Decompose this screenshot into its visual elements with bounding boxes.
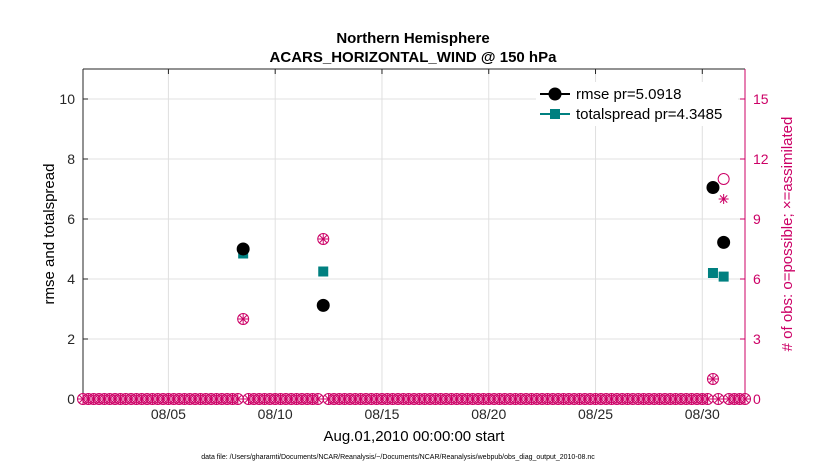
y-tick-label: 4 [67, 271, 75, 287]
legend-totalspread-label: totalspread pr=4.3485 [576, 106, 722, 123]
y-tick-label: 6 [67, 211, 75, 227]
obs-assimilated-marker [718, 194, 729, 204]
rmse-point [706, 181, 720, 194]
footnote: data file: /Users/gharamti/Documents/NCA… [201, 454, 595, 461]
y-axis-label: rmse and totalspread [41, 164, 58, 305]
obs-count-markers [77, 173, 751, 405]
obs-assimilated-marker [707, 374, 718, 384]
legend-rmse-label: rmse pr=5.0918 [576, 86, 681, 103]
obs-possible-marker [317, 233, 330, 245]
y2-tick-label: 9 [753, 211, 761, 227]
x-axis-label: Aug.01,2010 00:00:00 start [324, 428, 506, 445]
x-tick-label: 08/15 [364, 406, 399, 422]
obs-assimilated-marker [702, 394, 713, 404]
chart-subtitle: ACARS_HORIZONTAL_WIND @ 150 hPa [270, 49, 558, 66]
obs-assimilated-marker [318, 234, 329, 244]
obs-possible-marker [739, 393, 751, 405]
y2-tick-label: 12 [753, 151, 769, 167]
x-tick-label: 08/20 [471, 406, 506, 422]
y-tick-label: 2 [67, 331, 75, 347]
totalspread-point [318, 266, 329, 277]
legend: rmse pr=5.0918 totalspread pr=4.3485 [536, 82, 738, 126]
x-tick-label: 08/30 [685, 406, 720, 422]
x-tick-label: 08/25 [578, 406, 613, 422]
legend-rmse-marker [548, 87, 562, 101]
obs-assimilated-marker [713, 394, 724, 404]
x-tick-label: 08/05 [151, 406, 186, 422]
obs-assimilated-marker [232, 394, 243, 404]
totalspread-point [707, 268, 718, 278]
y2-tick-label: 6 [753, 271, 761, 287]
obs-assimilated-marker [312, 394, 323, 404]
chart-title: Northern Hemisphere [336, 30, 489, 47]
obs-assimilated-marker [740, 394, 750, 404]
rmse-point [316, 298, 330, 312]
legend-box [536, 82, 738, 126]
obs-possible-marker [717, 173, 730, 185]
y-tick-label: 0 [67, 391, 75, 407]
y-axis-right: 0 3 6 9 12 15 [740, 91, 769, 407]
y-tick-label: 10 [59, 91, 75, 107]
rmse-point [717, 235, 731, 249]
totalspread-point [718, 271, 729, 282]
y-axis-left: 0 2 4 6 8 10 [59, 91, 88, 407]
series-markers [236, 181, 731, 312]
x-tick-label: 08/10 [258, 406, 293, 422]
obs-possible-marker [237, 313, 250, 325]
obs-assimilated-marker [238, 314, 249, 324]
legend-totalspread-marker [550, 109, 560, 119]
y2-tick-label: 0 [753, 391, 761, 407]
obs-possible-marker [706, 373, 719, 385]
y-tick-label: 8 [67, 151, 75, 167]
rmse-point [236, 242, 250, 256]
y2-axis-label: # of obs: o=possible; ×=assimilated [779, 117, 796, 352]
y2-tick-label: 15 [753, 91, 769, 107]
y2-tick-label: 3 [753, 331, 761, 347]
